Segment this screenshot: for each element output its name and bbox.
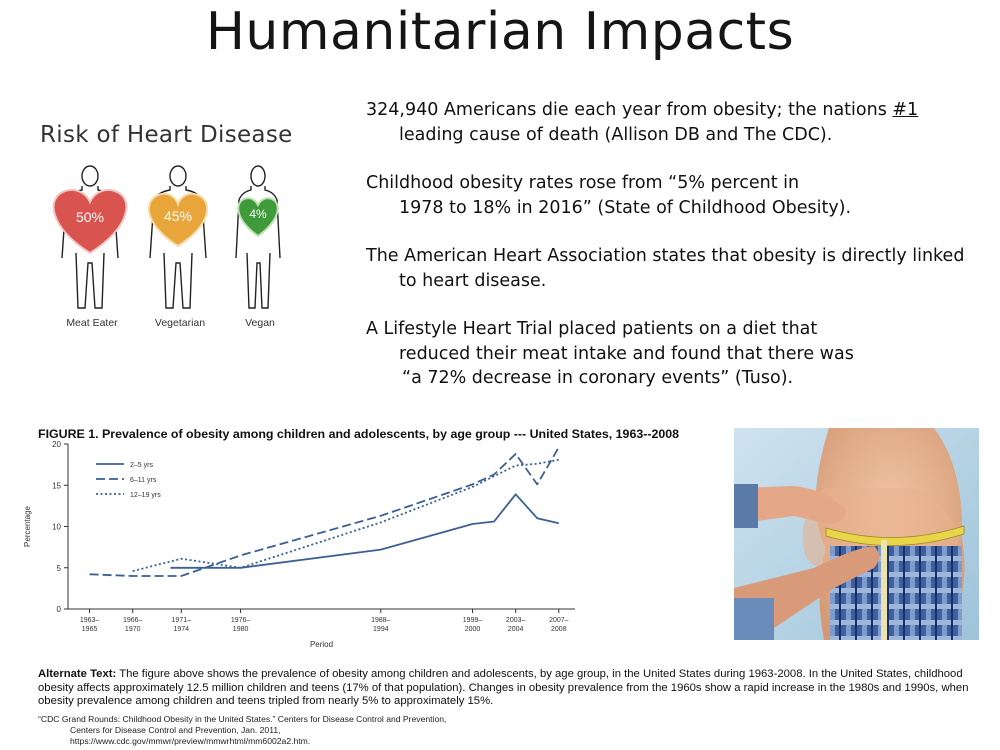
fact-item: A Lifestyle Heart Trial placed patients … xyxy=(366,317,991,391)
x-tick-label: 1976– xyxy=(231,617,251,624)
heart-percent: 45% xyxy=(164,208,192,224)
x-tick-label: 1971– xyxy=(172,617,192,624)
citation: “CDC Grand Rounds: Childhood Obesity in … xyxy=(38,714,446,747)
fact-line: 1978 to 18% in 2016” (State of Childhood… xyxy=(399,197,852,218)
fact-line: 324,940 Americans die each year from obe… xyxy=(366,100,919,120)
x-tick-label: 1980 xyxy=(233,626,249,633)
legend-label: 12–19 yrs xyxy=(130,492,161,499)
y-tick-label: 0 xyxy=(57,605,62,614)
x-tick-label: 1965 xyxy=(82,626,98,633)
x-tick-label: 2003– xyxy=(506,617,526,624)
y-tick-label: 10 xyxy=(52,523,61,532)
vegetarian-figure: 45% Vegetarian xyxy=(147,165,209,329)
y-axis-label: Percentage xyxy=(23,505,32,546)
citation-line: “CDC Grand Rounds: Childhood Obesity in … xyxy=(38,714,447,724)
figure-label: Meat Eater xyxy=(66,317,118,329)
figure-label: Vegetarian xyxy=(155,317,205,329)
y-tick-label: 5 xyxy=(57,564,62,573)
x-tick-label: 2007– xyxy=(549,617,569,624)
alternate-text-body: The figure above shows the prevalence of… xyxy=(38,668,969,708)
citation-line: Centers for Disease Control and Preventi… xyxy=(70,725,281,735)
fact-line: A Lifestyle Heart Trial placed patients … xyxy=(366,319,818,339)
alternate-text-label: Alternate Text: xyxy=(38,668,117,680)
x-tick-label: 1966– xyxy=(123,617,143,624)
legend-label: 2–5 yrs xyxy=(130,462,153,469)
x-tick-label: 1974 xyxy=(173,626,189,633)
fact-line: to heart disease. xyxy=(399,270,547,291)
fact-item: 324,940 Americans die each year from obe… xyxy=(366,98,991,147)
slide-title: Humanitarian Impacts xyxy=(205,2,795,62)
x-tick-label: 1970 xyxy=(125,626,141,633)
citation-link[interactable]: https://www.cdc.gov/mmwr/preview/mmwrhtm… xyxy=(70,736,311,746)
x-tick-label: 1994 xyxy=(373,626,389,633)
x-tick-label: 1988– xyxy=(371,617,391,624)
obesity-prevalence-chart: Percentage Period 0 5 10 15 20 1963– 1965 1966– 1… xyxy=(23,440,575,649)
heart-percent: 50% xyxy=(76,209,104,225)
fact-line: “a 72% decrease in coronary events” (Tus… xyxy=(402,368,794,388)
vegan-figure: 4% Vegan xyxy=(235,165,281,329)
fact-line: Childhood obesity rates rose from “5% pe… xyxy=(366,173,800,193)
figure-title: FIGURE 1. Prevalence of obesity among ch… xyxy=(38,427,680,441)
infographic-title: Risk of Heart Disease xyxy=(40,122,293,148)
fact-item: Childhood obesity rates rose from “5% pe… xyxy=(366,171,991,220)
x-axis-label: Period xyxy=(310,640,333,649)
heart-figures: 50% Meat Eater 45% Vegetarian 4% Vegan xyxy=(52,165,281,329)
x-tick-label: 2000 xyxy=(465,626,481,633)
heart-icon xyxy=(237,197,279,238)
measuring-waist-photo xyxy=(734,428,979,640)
fact-line: leading cause of death (Allison DB and T… xyxy=(399,124,833,145)
x-tick-label: 2008 xyxy=(551,626,567,633)
x-tick-label: 1963– xyxy=(80,617,100,624)
rank-underlined: #1 xyxy=(892,100,919,120)
figure-label: Vegan xyxy=(245,317,275,329)
x-tick-label: 2004 xyxy=(508,626,524,633)
heart-percent: 4% xyxy=(249,207,267,221)
series-line xyxy=(89,446,560,577)
heart-icon xyxy=(147,192,209,248)
fact-item: The American Heart Association states th… xyxy=(366,244,991,293)
series-line xyxy=(170,493,560,569)
alternate-text: Alternate Text: The figure above shows t… xyxy=(38,668,983,709)
y-tick-label: 15 xyxy=(52,481,61,490)
fact-line: The American Heart Association states th… xyxy=(366,246,965,266)
y-tick-label: 20 xyxy=(52,440,61,449)
legend-label: 6–11 yrs xyxy=(130,477,157,484)
series-line xyxy=(132,458,559,572)
meat-eater-figure: 50% Meat Eater xyxy=(52,165,128,329)
fact-line: reduced their meat intake and found that… xyxy=(399,343,854,364)
heart-icon xyxy=(52,189,128,255)
fact-list: 324,940 Americans die each year from obe… xyxy=(366,98,991,415)
x-tick-label: 1999– xyxy=(463,617,483,624)
heart-disease-infographic: Risk of Heart Disease 50% Meat Eater 45%… xyxy=(30,118,330,338)
waist-measurement-image xyxy=(734,428,979,640)
